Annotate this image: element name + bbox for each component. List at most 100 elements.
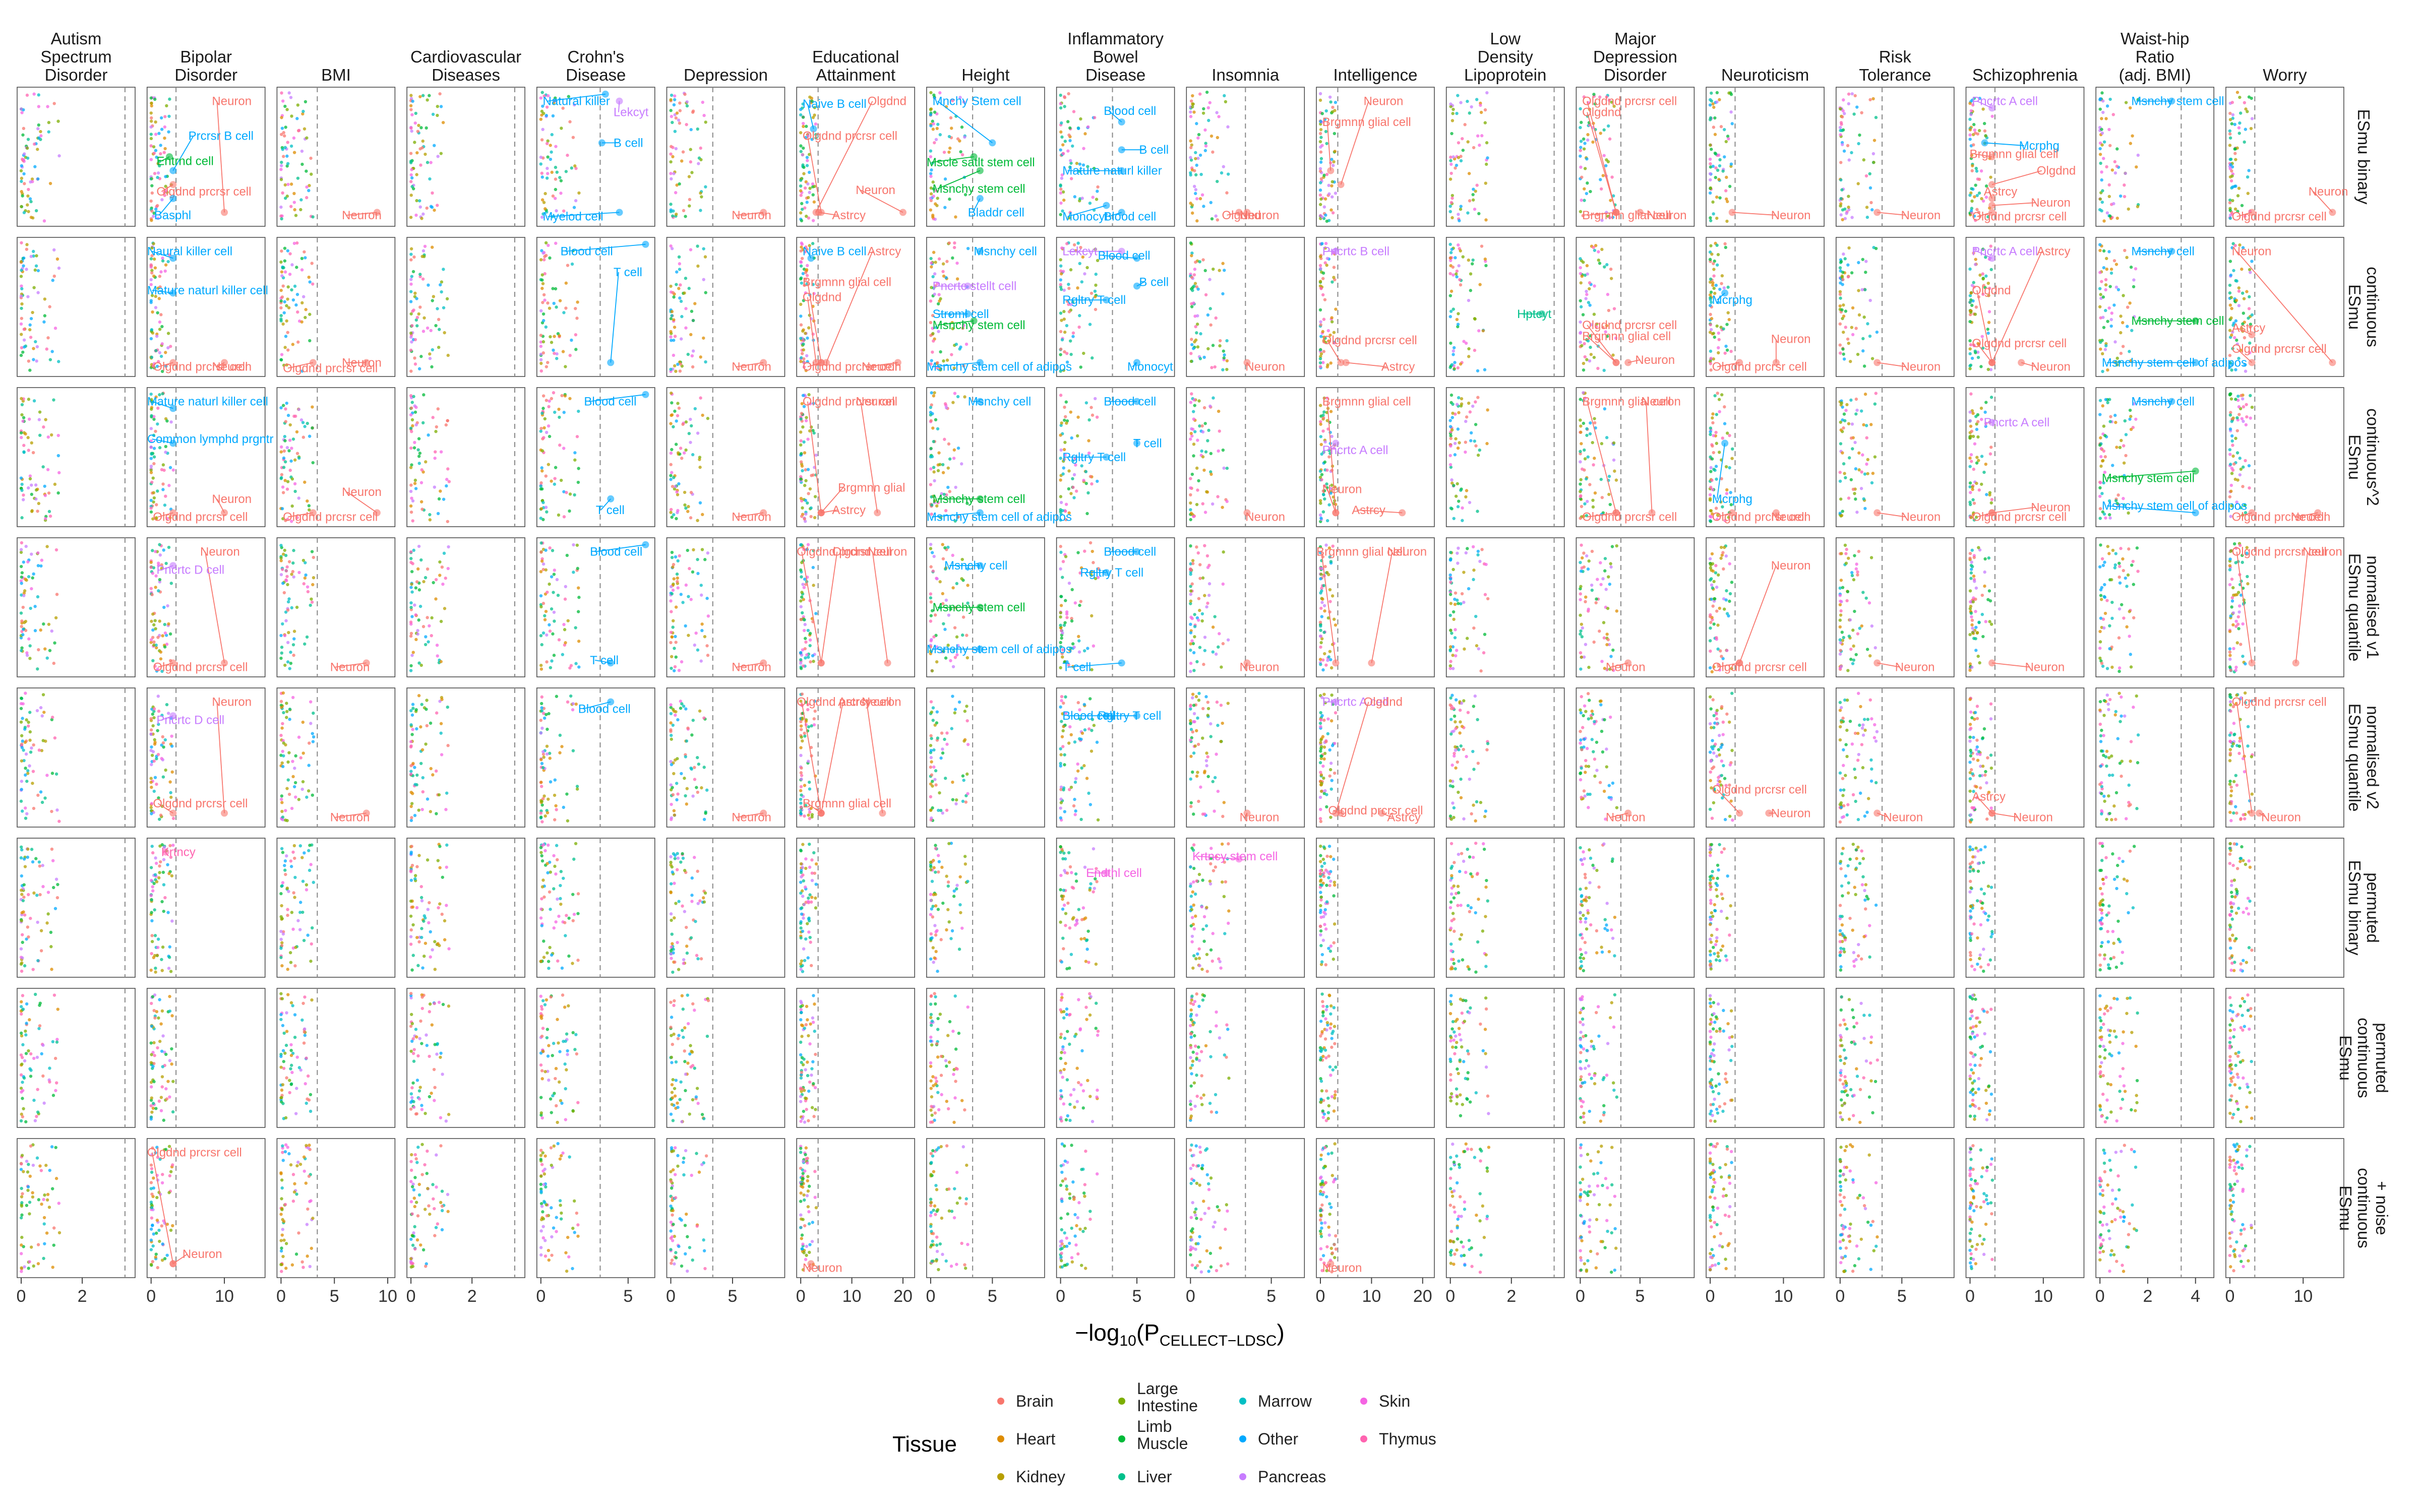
data-point [1334,192,1338,195]
data-point [1218,344,1222,348]
data-point [1484,181,1487,185]
data-point [429,161,433,164]
data-point [285,304,288,307]
data-point [1973,195,1976,199]
data-point [149,498,153,502]
data-point [681,601,685,604]
data-point [418,452,422,455]
data-point [670,471,674,474]
data-point [941,270,945,273]
data-point [800,219,804,223]
data-point [1720,655,1723,658]
data-point [1328,600,1332,603]
data-point [1063,140,1067,143]
data-point [295,452,299,455]
data-point [1854,412,1858,416]
data-point [670,666,673,670]
data-point [301,435,306,439]
data-point [412,446,416,450]
data-point [2232,269,2235,272]
data-point [804,332,807,335]
panel-r0-c4 [536,87,655,227]
data-point [1475,98,1479,101]
data-point [552,654,556,657]
data-point [1195,163,1198,167]
data-point [1869,201,1873,205]
data-point [1864,270,1867,274]
data-point [160,198,164,202]
data-point [152,643,156,647]
data-point [1323,117,1326,121]
data-point [1065,612,1069,616]
data-point [1063,621,1067,624]
data-point [163,503,167,507]
data-point [418,604,422,608]
data-point [929,174,933,178]
data-point [155,334,159,338]
data-point [1096,190,1099,193]
data-point [1074,489,1078,493]
data-point [281,404,285,407]
data-point [149,278,153,282]
data-point [1708,303,1712,307]
data-point [2230,434,2234,438]
data-point [1194,325,1197,329]
data-point [1474,423,1478,426]
data-point [150,218,153,222]
data-point [1085,512,1089,516]
data-point [1327,192,1331,196]
data-point [543,207,547,211]
data-point [1059,353,1062,356]
data-point [698,465,702,469]
data-point [545,660,549,664]
data-point [2235,429,2239,432]
data-point [1610,175,1614,179]
data-point [20,164,24,168]
data-point [2242,297,2246,300]
data-point [539,426,543,430]
data-point [415,199,418,203]
data-point [540,466,543,470]
data-point [409,504,413,508]
data-point [548,546,552,550]
data-point [1449,201,1454,204]
data-point [2233,152,2237,155]
data-point [1203,544,1206,547]
data-point [704,291,707,294]
data-point [20,306,23,310]
data-point [279,178,283,181]
data-point [1476,396,1480,399]
data-point [29,200,33,204]
data-point [1710,317,1714,321]
data-point [1709,186,1713,190]
data-point [549,666,553,669]
data-point [1708,666,1712,670]
data-point [543,192,547,196]
data-point [563,597,567,601]
data-point [1323,197,1327,201]
data-point [1218,269,1221,272]
data-point [1839,260,1843,264]
data-point [1969,310,1973,314]
data-point [2232,462,2236,466]
data-point [684,506,688,510]
data-point [685,104,689,108]
data-point [673,335,677,338]
data-point [282,466,286,469]
data-point [1839,442,1843,446]
data-point [2100,128,2103,131]
data-point [685,122,688,127]
data-point [431,299,434,302]
data-point [552,591,555,594]
data-point [21,350,25,354]
data-point [409,331,413,335]
data-point [1862,497,1865,501]
data-point [1093,116,1097,119]
panel-frame [17,87,136,227]
data-point [1321,668,1325,672]
data-point [2098,208,2102,212]
data-point [1218,632,1221,636]
data-point [2102,266,2106,270]
data-point [1096,479,1099,483]
data-point [28,477,32,481]
